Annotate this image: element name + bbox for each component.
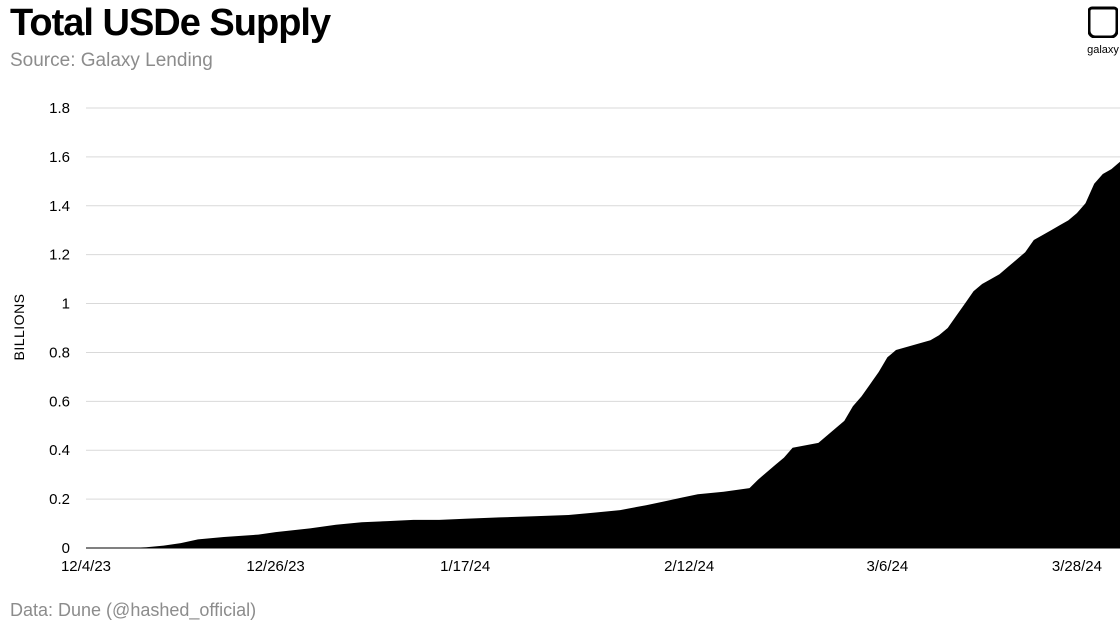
y-tick-label: 1 bbox=[62, 296, 70, 313]
x-axis-ticks: 12/4/23 12/26/23 1/17/24 2/12/24 3/6/24 3/28/… bbox=[61, 558, 1102, 575]
y-tick-label: 0 bbox=[62, 540, 70, 557]
y-axis-ticks: 0 0.2 0.4 0.6 0.8 1 1.2 1.4 1.6 1.8 bbox=[49, 100, 70, 557]
x-tick-label: 3/28/24 bbox=[1052, 558, 1102, 575]
x-tick-label: 1/17/24 bbox=[440, 558, 490, 575]
x-tick-label: 12/4/23 bbox=[61, 558, 111, 575]
logo-label: galaxy bbox=[1087, 44, 1119, 56]
x-tick-label: 2/12/24 bbox=[664, 558, 714, 575]
y-axis-title: BILLIONS bbox=[11, 293, 27, 360]
x-tick-label: 3/6/24 bbox=[866, 558, 908, 575]
galaxy-logo-icon bbox=[1087, 6, 1119, 39]
chart-subtitle: Source: Galaxy Lending bbox=[10, 50, 213, 71]
y-tick-label: 1.2 bbox=[49, 247, 70, 264]
y-tick-label: 0.4 bbox=[49, 442, 70, 459]
y-tick-label: 0.2 bbox=[49, 491, 70, 508]
y-tick-label: 0.6 bbox=[49, 393, 70, 410]
y-tick-label: 1.8 bbox=[49, 100, 70, 117]
chart-title: Total USDe Supply bbox=[10, 2, 331, 44]
x-tick-label: 12/26/23 bbox=[246, 558, 304, 575]
y-tick-label: 1.6 bbox=[49, 149, 70, 166]
y-tick-label: 1.4 bbox=[49, 198, 70, 215]
supply-area bbox=[86, 161, 1120, 549]
galaxy-logo: galaxy bbox=[1086, 6, 1120, 56]
data-source-note: Data: Dune (@hashed_official) bbox=[10, 600, 257, 620]
y-tick-label: 0.8 bbox=[49, 344, 70, 361]
